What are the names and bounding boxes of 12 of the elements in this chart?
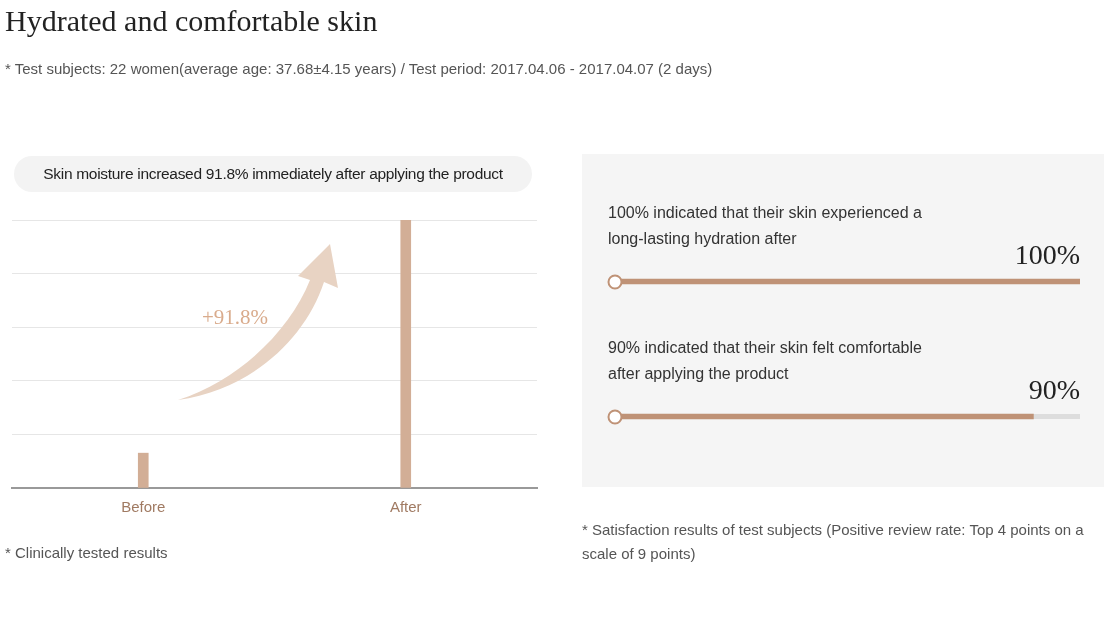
- text: * Clinically tested results: [5, 544, 168, 561]
- x-tick-label: Before: [121, 498, 166, 516]
- data-label: 100%: [1014, 238, 1080, 270]
- category-label: 90% indicated that their skin felt comfortable after applying the product: [608, 338, 922, 382]
- chart-title: Hydrated and comfortable skin: [5, 4, 378, 38]
- data-label: 90%: [1028, 373, 1080, 405]
- x-tick-label: After: [389, 498, 422, 516]
- text: * Satisfaction results of test subjects (Positive review rate: Top 4 points on a scale of 9 points): [582, 520, 1085, 564]
- annotation: +91.8%: [201, 304, 269, 329]
- category-label: 100% indicated that their skin experienced a long-lasting hydration after: [608, 203, 922, 247]
- text: Skin moisture increased 91.8% immediately after applying the product: [14, 156, 532, 192]
- chart-subtitle: * Test subjects: 22 women(average age: 37.68±4.15 years) / Test period: 2017.04.06 - 2017.04.07 (2 days): [5, 60, 713, 77]
